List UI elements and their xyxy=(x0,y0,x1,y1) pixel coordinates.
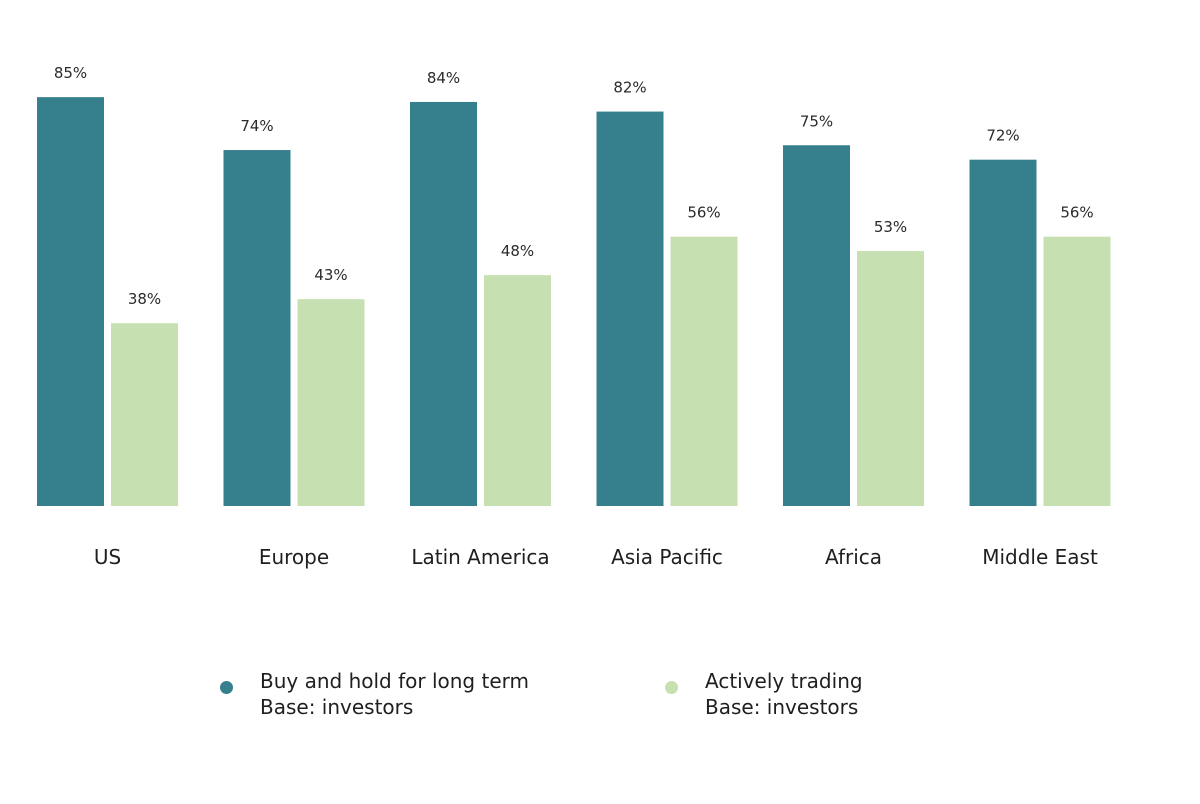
bar-middle-east-buy-and-hold-for-long-term xyxy=(969,159,1037,506)
data-label-asia-pacific-actively-trading: 56% xyxy=(687,204,720,222)
bar-africa-actively-trading xyxy=(857,251,924,506)
legend-item-buy-and-hold: Buy and hold for long term Base: investo… xyxy=(220,668,529,720)
legend-dot-actively-trading xyxy=(665,681,678,694)
data-label-latin-america-actively-trading: 48% xyxy=(501,242,534,260)
category-label-europe: Europe xyxy=(259,545,329,569)
bar-europe-actively-trading xyxy=(297,299,365,506)
category-label-us: US xyxy=(94,545,121,569)
bar-europe-buy-and-hold-for-long-term xyxy=(223,150,291,506)
legend-series-name: Actively trading xyxy=(705,669,863,693)
category-label-middle-east: Middle East xyxy=(982,545,1098,569)
bar-asia-pacific-buy-and-hold-for-long-term xyxy=(596,111,664,506)
legend-text: Actively trading Base: investors xyxy=(705,668,863,720)
legend-series-base: Base: investors xyxy=(705,695,859,719)
legend-dot-buy-and-hold xyxy=(220,681,233,694)
data-label-latin-america-buy-and-hold-for-long-term: 84% xyxy=(427,69,460,87)
data-label-asia-pacific-buy-and-hold-for-long-term: 82% xyxy=(613,79,646,97)
bar-us-actively-trading xyxy=(111,323,178,506)
legend-series-base: Base: investors xyxy=(260,695,414,719)
data-label-us-actively-trading: 38% xyxy=(128,290,161,308)
legend-series-name: Buy and hold for long term xyxy=(260,669,529,693)
data-label-europe-actively-trading: 43% xyxy=(314,266,347,284)
data-label-europe-buy-and-hold-for-long-term: 74% xyxy=(240,117,273,135)
bar-us-buy-and-hold-for-long-term xyxy=(37,97,104,507)
category-label-latin-america: Latin America xyxy=(411,545,549,569)
data-label-middle-east-actively-trading: 56% xyxy=(1060,204,1093,222)
category-label-africa: Africa xyxy=(825,545,882,569)
legend: Buy and hold for long term Base: investo… xyxy=(0,668,1200,728)
legend-text: Buy and hold for long term Base: investo… xyxy=(260,668,529,720)
bar-africa-buy-and-hold-for-long-term xyxy=(783,145,850,506)
bar-latin-america-buy-and-hold-for-long-term xyxy=(410,101,477,507)
legend-item-actively-trading: Actively trading Base: investors xyxy=(665,668,863,720)
bar-asia-pacific-actively-trading xyxy=(670,236,738,506)
data-label-middle-east-buy-and-hold-for-long-term: 72% xyxy=(986,127,1019,145)
data-label-africa-buy-and-hold-for-long-term: 75% xyxy=(800,112,833,130)
bar-middle-east-actively-trading xyxy=(1043,236,1111,506)
data-label-africa-actively-trading: 53% xyxy=(874,218,907,236)
category-label-asia-pacific: Asia Pacific xyxy=(611,545,723,569)
data-label-us-buy-and-hold-for-long-term: 85% xyxy=(54,64,87,82)
bar-latin-america-actively-trading xyxy=(484,275,551,506)
